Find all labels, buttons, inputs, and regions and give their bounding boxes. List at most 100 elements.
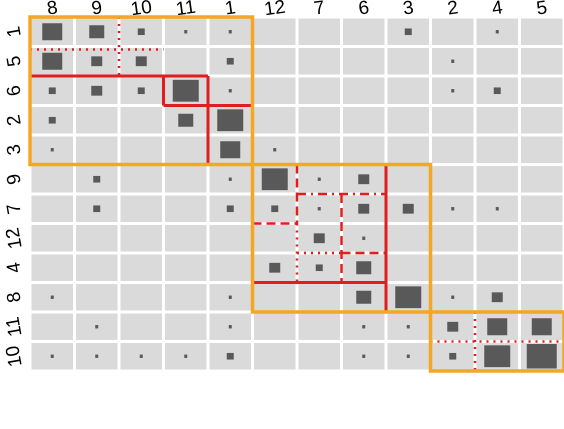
column-label: 7	[313, 0, 326, 20]
matrix-mark	[178, 113, 194, 127]
matrix-mark	[451, 89, 455, 93]
row-label: 4	[3, 260, 26, 274]
row-label: 12	[2, 226, 26, 250]
matrix-cell	[521, 284, 563, 311]
matrix-cell	[343, 77, 385, 104]
column-label: 4	[491, 0, 505, 20]
matrix-cell	[298, 136, 340, 163]
matrix-mark	[269, 262, 281, 273]
matrix-cell	[343, 18, 385, 45]
matrix-cell	[165, 284, 207, 311]
matrix-cell	[298, 284, 340, 311]
matrix-mark	[226, 205, 234, 213]
row-label: 5	[3, 54, 26, 68]
column-label: 8	[46, 0, 59, 20]
row-label: 8	[3, 290, 26, 304]
matrix-cell	[254, 225, 296, 252]
matrix-mark	[526, 344, 557, 369]
matrix-cell	[165, 136, 207, 163]
matrix-cell	[476, 166, 518, 193]
matrix-mark	[228, 177, 232, 181]
column-label: 3	[402, 0, 415, 20]
matrix-cell	[432, 225, 474, 252]
matrix-cell	[521, 18, 563, 45]
matrix-marks	[42, 23, 557, 369]
matrix-mark	[495, 30, 499, 34]
row-label: 7	[3, 202, 26, 216]
matrix-mark	[404, 28, 412, 36]
matrix-mark	[95, 354, 99, 358]
matrix-cell	[76, 284, 118, 311]
matrix-cell	[31, 195, 73, 222]
matrix-mark	[362, 354, 366, 358]
matrix-mark	[50, 148, 54, 152]
matrix-mark	[93, 175, 101, 183]
matrix-cell	[209, 254, 251, 281]
matrix-cell	[343, 107, 385, 134]
matrix-cell	[254, 107, 296, 134]
matrix-cell	[120, 195, 162, 222]
matrix-cell	[432, 254, 474, 281]
matrix-mark	[273, 148, 277, 152]
matrix-mark	[356, 290, 372, 304]
row-label: 6	[3, 84, 26, 98]
column-label: 2	[446, 0, 459, 20]
row-labels: 1 5 6 2 3 9 7 12 4 8 11 10	[2, 25, 26, 369]
matrix-mark	[356, 261, 372, 275]
matrix-cell	[432, 136, 474, 163]
matrix-cell	[254, 77, 296, 104]
matrix-cell	[120, 166, 162, 193]
matrix-mark	[91, 56, 103, 67]
cluster-border	[428, 310, 564, 373]
matrix-cell	[298, 343, 340, 370]
matrix-cell	[254, 48, 296, 75]
matrix-cell	[521, 225, 563, 252]
matrix-mark	[184, 354, 188, 358]
matrix-mark	[226, 352, 234, 360]
matrix-mark	[315, 264, 323, 272]
matrix-mark	[495, 207, 499, 211]
column-labels: 8 9 10 11 1 12 7 6 3 2 4 5	[46, 0, 549, 20]
matrix-cell	[165, 254, 207, 281]
matrix-mark	[362, 236, 366, 240]
matrix-mark	[447, 321, 459, 332]
matrix-cell	[76, 107, 118, 134]
matrix-cell	[521, 107, 563, 134]
matrix-cell	[298, 107, 340, 134]
cluster-overlay	[28, 15, 564, 373]
matrix-mark	[50, 295, 54, 299]
matrix-mark	[317, 177, 321, 181]
matrix-cell	[521, 77, 563, 104]
matrix-cell	[521, 136, 563, 163]
matrix-cell	[432, 107, 474, 134]
matrix-mark	[137, 28, 145, 36]
matrix-cell	[387, 48, 429, 75]
matrix-mark	[50, 354, 54, 358]
row-label: 11	[2, 315, 26, 338]
matrix-mark	[261, 168, 288, 191]
matrix-cells	[31, 18, 563, 370]
matrix-cell	[298, 313, 340, 340]
matrix-mark	[406, 325, 410, 329]
matrix-cell	[521, 195, 563, 222]
matrix-cell	[120, 284, 162, 311]
matrix-mark	[531, 318, 552, 336]
matrix-cell	[120, 254, 162, 281]
matrix-mark	[91, 85, 103, 96]
matrix-mark	[451, 207, 455, 211]
column-label: 11	[175, 0, 197, 20]
matrix-cell	[298, 48, 340, 75]
cluster-border	[28, 15, 255, 167]
matrix-mark	[220, 141, 241, 159]
column-label: 9	[90, 0, 103, 20]
matrix-mark	[451, 295, 455, 299]
matrix-cell	[31, 254, 73, 281]
matrix-cell	[165, 225, 207, 252]
matrix-mark	[137, 87, 145, 95]
column-label: 6	[357, 0, 370, 20]
matrix-mark	[406, 354, 410, 358]
matrix-mark	[139, 354, 143, 358]
matrix-cell	[387, 107, 429, 134]
matrix-mark	[89, 25, 105, 39]
matrix-cell	[298, 18, 340, 45]
